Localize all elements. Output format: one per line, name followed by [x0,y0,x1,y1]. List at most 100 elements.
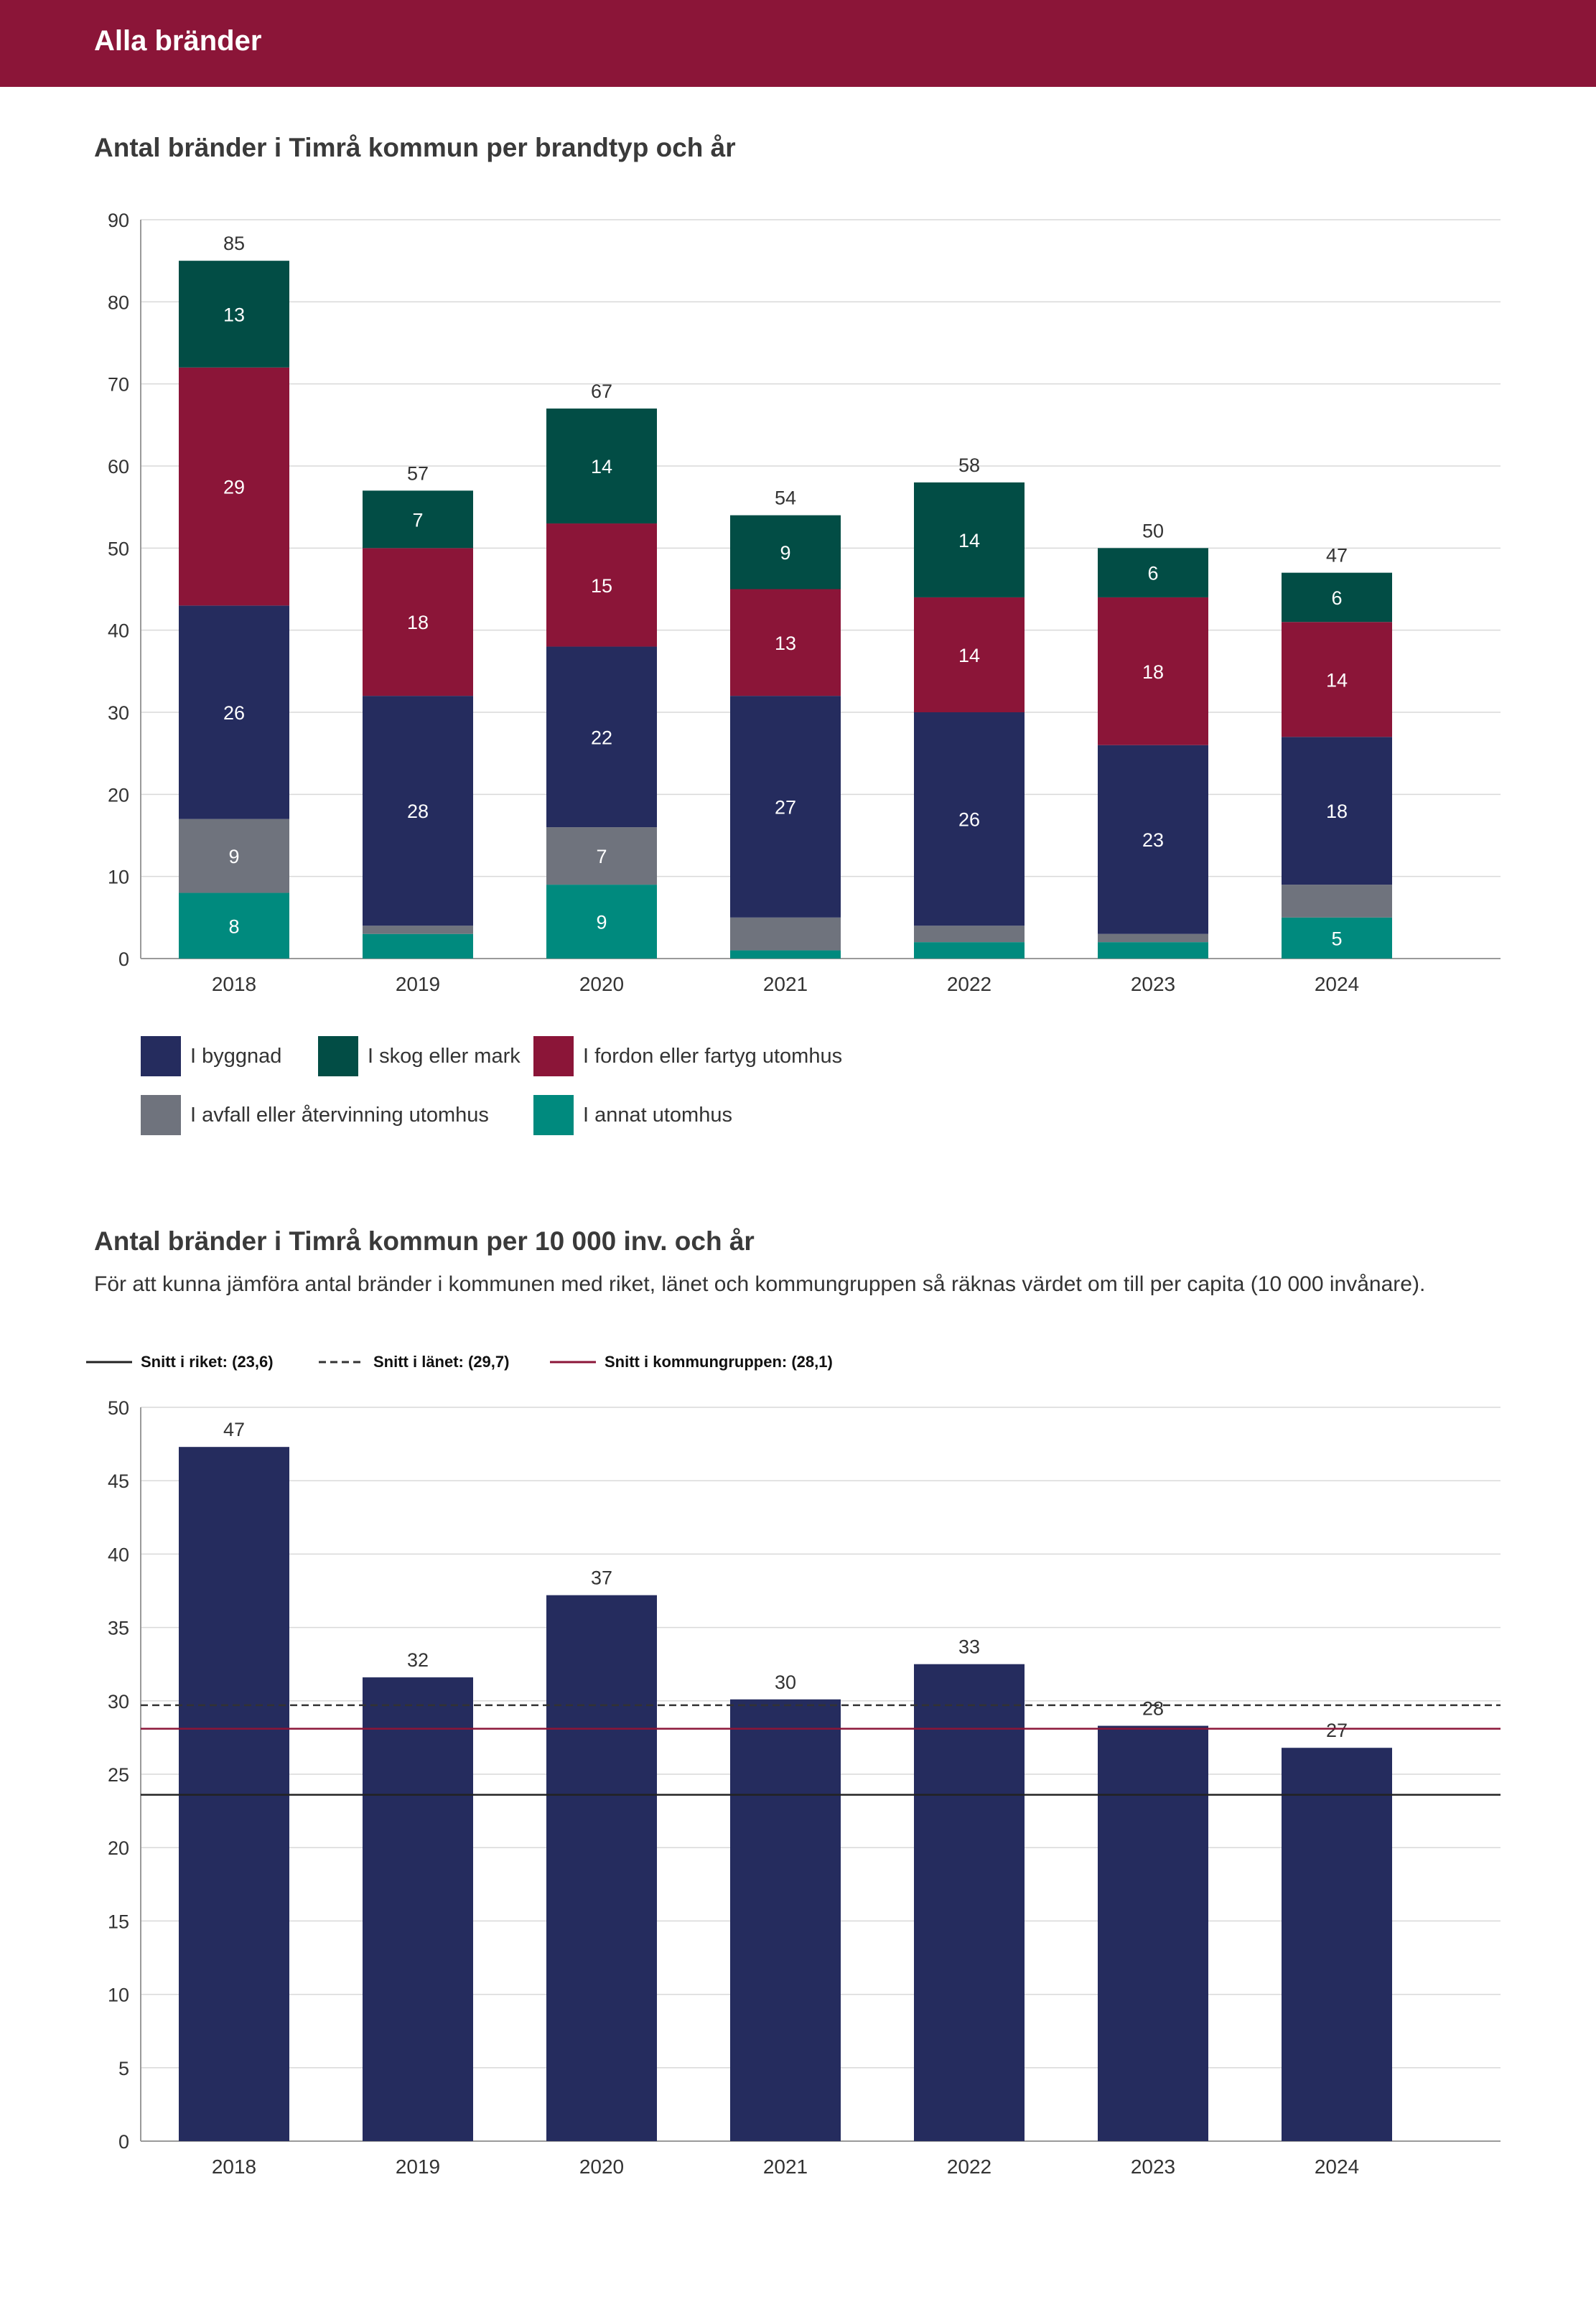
data-label-byggnad: 18 [1326,801,1348,822]
data-label-skog: 6 [1147,563,1158,584]
bar [1098,1725,1208,2141]
reference-legend-lanet: Snitt i länet: (29,7) [319,1351,509,1373]
legend-label-fordon: I fordon eller fartyg utomhus [583,1044,843,1068]
legend-item-byggnad: I byggnad [141,1036,281,1076]
per-capita-bar-chart: 0 5 10 15 20 25 30 35 40 45 50 47 2018 32 2019 37 2020 30… [108,1397,1501,2178]
bar [363,1677,473,2141]
bar-segment-byggnad [730,696,841,918]
data-label: 27 [1326,1720,1348,1741]
legend-label-annat: I annat utomhus [583,1103,732,1127]
x-tick-label: 2022 [947,973,991,995]
x-tick-label: 2021 [763,2155,808,2178]
x-tick-label: 2024 [1315,2155,1359,2178]
data-label-skog: 9 [780,542,790,564]
y-tick-label: 20 [108,784,129,806]
y-tick-label: 20 [108,1837,129,1859]
total-label: 67 [591,381,612,402]
reference-legend-label-lanet: Snitt i länet: (29,7) [373,1353,510,1371]
reference-legend-line-lanet [319,1361,365,1364]
x-tick-label: 2018 [212,2155,256,2178]
y-tick-label: 40 [108,1544,129,1565]
y-tick-label: 30 [108,1691,129,1712]
total-label: 50 [1142,520,1164,541]
reference-legend-riket: Snitt i riket: (23,6) [86,1351,274,1373]
data-label: 32 [407,1649,429,1671]
bar-segment-annat [730,950,841,959]
total-label: 58 [958,455,980,476]
data-label-fordon: 18 [1142,661,1164,683]
x-tick-label: 2021 [763,973,808,995]
data-label-byggnad: 22 [591,727,612,748]
y-tick-label: 60 [108,456,129,477]
reference-legend-line-riket [86,1361,132,1364]
bar-segment-fordon [546,523,657,647]
x-tick-label: 2019 [396,973,440,995]
bar [1282,1748,1392,2141]
bar-segment-avfall [1282,885,1392,918]
bar-segment-skog [546,408,657,524]
data-label-byggnad: 28 [407,801,429,822]
legend-swatch-avfall [141,1095,181,1135]
data-label-byggnad: 26 [958,809,980,831]
bar-segment-skog [914,482,1025,597]
bar-segment-skog [1282,572,1392,623]
data-label-fordon: 14 [1326,669,1348,691]
chart-subtitle-per-capita: För att kunna jämföra antal bränder i ko… [94,1272,1426,1296]
header-band: Alla bränder [0,0,1596,87]
data-label-byggnad: 23 [1142,829,1164,851]
data-label-annat: 5 [1331,928,1342,949]
legend-item-skog: I skog eller mark [318,1036,521,1076]
bar-segment-annat [363,933,473,959]
data-label-fordon: 13 [775,633,796,654]
bar [546,1595,657,2141]
reference-legend-grupp: Snitt i kommungruppen: (28,1) [550,1351,833,1373]
data-label: 37 [591,1567,612,1589]
data-label-fordon: 18 [407,612,429,633]
data-label-annat: 9 [596,912,607,933]
data-label-fordon: 14 [958,645,980,666]
y-tick-label: 30 [108,702,129,724]
data-label-byggnad: 26 [223,702,245,724]
data-label: 28 [1142,1698,1164,1720]
bar-segment-byggnad [1098,745,1208,934]
legend-item-avfall: I avfall eller återvinning utomhus [141,1095,489,1135]
y-tick-label: 10 [108,867,129,888]
y-tick-label: 35 [108,1618,129,1639]
x-tick-label: 2022 [947,2155,991,2178]
legend-label-byggnad: I byggnad [190,1044,282,1068]
x-tick-label: 2020 [579,2155,624,2178]
page-title: Alla bränder [94,25,262,57]
data-label: 30 [775,1672,796,1693]
legend-swatch-annat [533,1095,574,1135]
bar [914,1664,1025,2141]
bar-segment-skog [179,261,289,368]
total-label: 85 [223,233,245,254]
x-tick-label: 2023 [1131,973,1175,995]
bar-segment-fordon [179,367,289,606]
data-label-fordon: 29 [223,477,245,498]
data-label-avfall: 9 [228,846,239,867]
x-tick-label: 2020 [579,973,624,995]
bar-segment-byggnad [363,696,473,926]
x-tick-label: 2019 [396,2155,440,2178]
bar-segment-avfall [546,827,657,885]
bar-segment-skog [1098,548,1208,597]
bar-segment-fordon [1282,622,1392,737]
legend-label-skog: I skog eller mark [368,1044,521,1068]
y-tick-label: 50 [108,1397,129,1419]
bar-segment-byggnad [546,646,657,828]
legend-item-fordon: I fordon eller fartyg utomhus [533,1036,842,1076]
bar-segment-fordon [1098,597,1208,745]
reference-legend-label-grupp: Snitt i kommungruppen: (28,1) [605,1353,833,1371]
y-tick-label: 10 [108,1985,129,2006]
data-label-byggnad: 27 [775,796,796,818]
reference-legend-line-grupp [550,1361,596,1364]
bar-segment-avfall [363,926,473,934]
bar-segment-avfall [179,819,289,893]
bar-segment-byggnad [914,712,1025,926]
legend-item-annat: I annat utomhus [533,1095,732,1135]
y-tick-label: 0 [118,949,129,970]
x-tick-label: 2023 [1131,2155,1175,2178]
y-tick-label: 0 [118,2131,129,2153]
legend-swatch-skog [318,1036,358,1076]
